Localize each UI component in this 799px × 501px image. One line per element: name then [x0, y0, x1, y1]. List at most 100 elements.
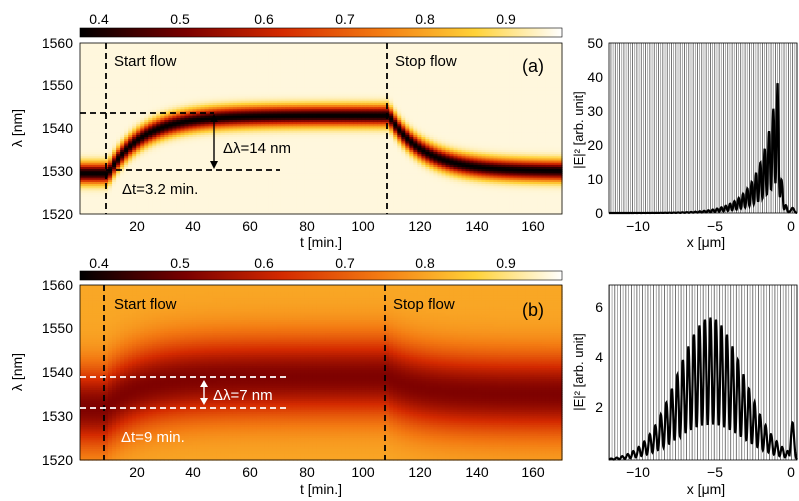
heat-cell	[120, 145, 125, 149]
heat-cell	[80, 113, 85, 117]
heat-cell	[116, 137, 121, 140]
heat-cell	[148, 43, 153, 46]
heat-cell	[80, 173, 85, 177]
heat-cell	[112, 173, 117, 177]
heat-cell	[140, 45, 145, 48]
heat-cell	[88, 209, 93, 213]
heat-cell	[136, 199, 141, 202]
heat-cell	[132, 70, 137, 74]
heat-cell	[136, 68, 141, 72]
heat-cell	[132, 55, 137, 59]
heat-cell	[108, 43, 113, 46]
heat-cell	[136, 190, 141, 194]
heat-cell	[136, 164, 141, 168]
heat-cell	[96, 70, 101, 74]
heat-cell	[124, 145, 129, 149]
heat-cell	[104, 199, 109, 202]
heat-cell	[84, 141, 89, 145]
heat-cell	[132, 134, 137, 138]
heat-cell	[128, 92, 133, 95]
heat-cell	[136, 166, 141, 170]
heat-cell	[120, 132, 125, 136]
heat-cell	[116, 102, 121, 106]
heat-cell	[92, 203, 97, 207]
heat-cell	[152, 186, 157, 189]
heat-cell	[112, 177, 117, 181]
heat-cell	[148, 117, 153, 121]
heat-cell	[92, 194, 97, 198]
heat-cell	[120, 137, 125, 140]
heat-cell	[120, 171, 125, 174]
heat-cell	[116, 117, 121, 121]
heat-cell	[136, 79, 141, 83]
heat-cell	[124, 160, 129, 164]
heat-cell	[116, 181, 121, 185]
heat-cell	[88, 64, 93, 68]
heat-cell	[108, 64, 113, 68]
heat-cell	[124, 72, 129, 76]
heat-cell	[104, 139, 109, 142]
heat-cell	[116, 173, 121, 177]
heat-cell	[116, 100, 121, 104]
heat-cell	[112, 184, 117, 187]
heat-cell	[92, 166, 97, 170]
heat-cell	[136, 85, 141, 89]
heat-cell	[144, 70, 149, 74]
heat-cell	[148, 75, 153, 78]
heat-cell	[140, 205, 145, 209]
heat-cell	[144, 205, 149, 209]
heat-cell	[104, 117, 109, 121]
heat-cell	[100, 164, 105, 168]
heat-cell	[116, 83, 121, 87]
heat-cell	[144, 75, 149, 78]
heat-cell	[112, 207, 117, 211]
heat-cell	[100, 68, 105, 72]
heat-cell	[124, 132, 129, 136]
heat-cell	[112, 66, 117, 70]
heat-cell	[152, 102, 157, 106]
heat-cell	[108, 70, 113, 74]
heat-cell	[96, 137, 101, 140]
heat-cell	[120, 196, 125, 200]
heat-cell	[108, 72, 113, 76]
heat-cell	[148, 162, 153, 166]
heat-cell	[124, 122, 129, 125]
heat-cell	[96, 194, 101, 198]
heat-cell	[88, 70, 93, 74]
heat-cell	[80, 68, 85, 72]
heat-cell	[112, 203, 117, 207]
heat-cell	[136, 53, 141, 57]
heat-cell	[88, 130, 93, 134]
heat-cell	[120, 102, 125, 106]
heat-cell	[92, 115, 97, 119]
heat-cell	[80, 90, 85, 93]
heat-cell	[124, 81, 129, 85]
heat-cell	[88, 92, 93, 95]
heat-cell	[124, 90, 129, 93]
heat-cell	[124, 64, 129, 68]
heat-cell	[108, 158, 113, 162]
heat-cell	[92, 152, 97, 155]
heat-cell	[116, 134, 121, 138]
heat-cell	[148, 173, 153, 177]
heat-cell	[100, 147, 105, 151]
heat-cell	[88, 115, 93, 119]
heat-cell	[136, 175, 141, 179]
heat-cell	[132, 104, 137, 108]
heat-cell	[132, 175, 137, 179]
heat-cell	[96, 177, 101, 181]
heat-cell	[104, 70, 109, 74]
heat-cell	[84, 156, 89, 160]
heat-cell	[124, 173, 129, 177]
heat-cell	[120, 166, 125, 170]
heat-cell	[96, 139, 101, 142]
heat-cell	[128, 205, 133, 209]
heat-cell	[120, 87, 125, 91]
heat-cell	[120, 147, 125, 151]
heat-cell	[80, 47, 85, 51]
heat-cell	[124, 139, 129, 142]
heat-cell	[132, 152, 137, 155]
heat-cell	[84, 137, 89, 140]
heat-cell	[152, 137, 157, 140]
heat-cell	[136, 209, 141, 213]
